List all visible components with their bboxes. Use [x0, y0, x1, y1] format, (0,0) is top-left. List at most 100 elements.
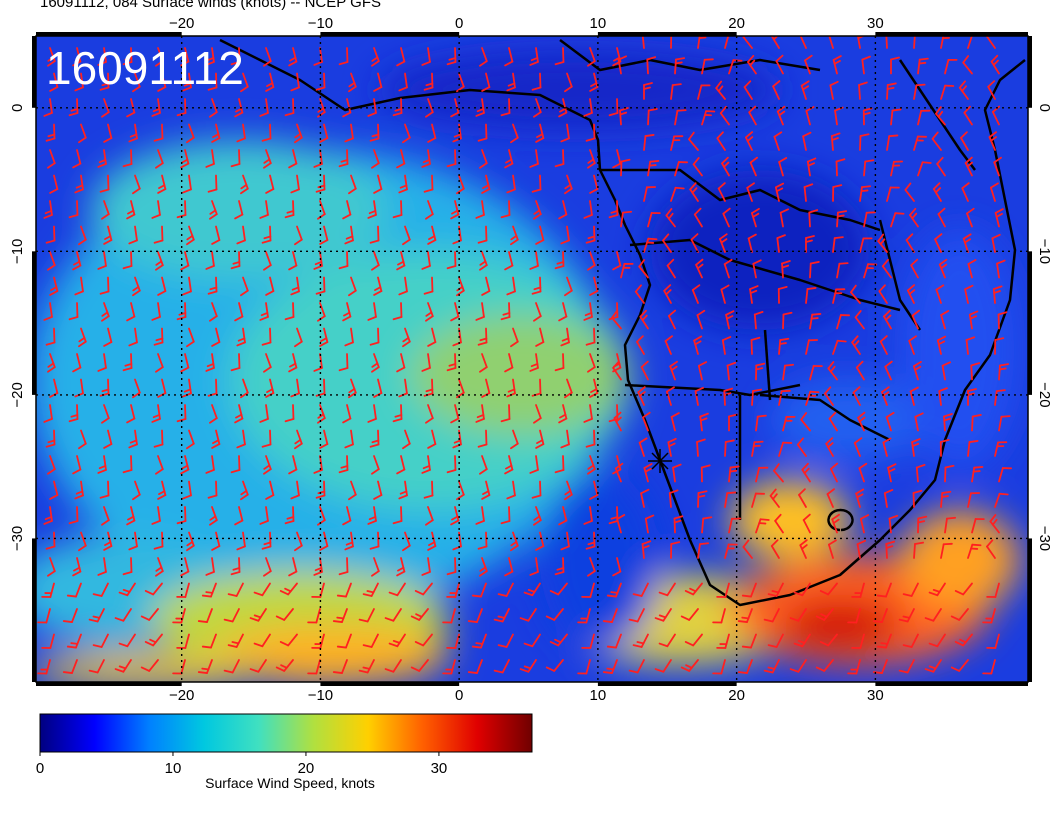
wind-barb — [950, 659, 969, 672]
wind-barb — [66, 633, 82, 649]
wind-barb — [122, 353, 133, 372]
wind-barb — [723, 258, 733, 279]
wind-barb — [932, 182, 942, 202]
wind-barb — [41, 633, 55, 649]
wind-barb — [935, 284, 945, 304]
wind-barb — [819, 633, 838, 647]
wind-barb — [882, 437, 892, 457]
wind-barb — [700, 464, 711, 483]
wind-barb — [209, 404, 218, 424]
wind-barb — [182, 72, 192, 92]
wind-barb — [342, 506, 352, 526]
wind-barb — [904, 182, 915, 202]
wind-barb — [587, 149, 596, 169]
wind-barb — [410, 608, 429, 621]
wind-barb — [259, 200, 269, 219]
wind-barb — [209, 506, 218, 526]
wind-barb — [883, 309, 892, 330]
wind-barb — [881, 258, 892, 279]
wind-barb — [589, 378, 599, 398]
wind-barb — [529, 557, 539, 576]
wind-barb — [589, 480, 599, 500]
wind-barb — [319, 123, 329, 143]
wind-barb — [37, 608, 51, 624]
wind-barb — [279, 582, 298, 596]
wind-barb — [962, 55, 973, 75]
wind-barb — [830, 132, 841, 151]
wind-barb — [442, 608, 456, 624]
wind-barb — [577, 659, 591, 675]
wind-barb — [402, 225, 411, 246]
wind-barb — [535, 225, 545, 245]
wind-barb — [47, 557, 56, 577]
wind-barb — [872, 608, 888, 623]
wind-barb — [423, 276, 434, 295]
wind-barb — [804, 54, 813, 75]
wind-barb — [668, 489, 679, 508]
wind-barb — [456, 72, 465, 93]
wind-barb — [697, 361, 708, 381]
wind-barb — [989, 514, 1000, 534]
wind-barb — [531, 480, 542, 499]
wind-barb — [319, 327, 329, 347]
wind-barb — [779, 208, 790, 228]
wind-barb — [186, 531, 195, 552]
wind-barb — [288, 557, 298, 577]
wind-barb — [789, 608, 807, 622]
wind-barb — [589, 174, 599, 194]
wind-barb — [97, 251, 107, 270]
wind-barb — [255, 681, 270, 699]
wind-barb — [504, 353, 514, 373]
wind-barb — [751, 388, 762, 406]
wind-barb — [421, 353, 431, 372]
wind-barb — [885, 411, 895, 432]
wind-barb — [132, 276, 141, 297]
wind-barb — [535, 327, 545, 347]
colorbar-tick-label: 0 — [36, 760, 44, 777]
map-title: 16091112, 084 Surface winds (knots) -- N… — [40, 0, 381, 11]
wind-barb — [971, 518, 985, 534]
wind-barb — [796, 437, 807, 457]
wind-barb — [638, 259, 649, 279]
wind-barb — [647, 160, 660, 177]
wind-barb — [338, 353, 349, 372]
wind-barb — [410, 659, 429, 672]
wind-barb — [667, 309, 677, 330]
wind-barb — [741, 633, 757, 649]
wind-barb — [643, 463, 653, 483]
wind-barb — [581, 633, 595, 649]
wind-barb — [290, 72, 300, 92]
wind-barb — [673, 515, 684, 534]
wind-barb — [263, 455, 272, 475]
wind-barb — [998, 363, 1009, 381]
wind-barb — [696, 438, 706, 457]
wind-barb — [805, 339, 819, 355]
wind-barb — [398, 72, 408, 92]
wind-barb — [49, 480, 59, 500]
wind-barb — [446, 149, 457, 168]
wind-barb — [549, 633, 568, 647]
wind-barb — [128, 123, 138, 143]
wind-barb — [140, 659, 159, 672]
wind-barb — [795, 681, 810, 699]
wind-barb — [182, 480, 192, 500]
wind-barb — [558, 302, 568, 322]
wind-barb — [554, 47, 565, 66]
wind-barb — [890, 160, 904, 177]
lon-label-top: 20 — [728, 15, 745, 32]
wind-barb — [577, 608, 591, 624]
wind-barb — [205, 47, 215, 66]
wind-barb — [103, 531, 113, 551]
wind-barb — [639, 309, 649, 330]
wind-barb — [128, 327, 138, 347]
wind-barb — [471, 582, 487, 598]
wind-barb — [209, 98, 218, 118]
wind-barb — [421, 455, 431, 474]
wind-barb — [499, 682, 513, 700]
wind-barb — [997, 311, 1008, 330]
colorbar-gradient — [39, 713, 533, 753]
wind-barb — [755, 518, 770, 534]
wind-barb — [209, 200, 218, 220]
wind-barb — [986, 539, 996, 559]
wind-barb — [684, 582, 703, 596]
